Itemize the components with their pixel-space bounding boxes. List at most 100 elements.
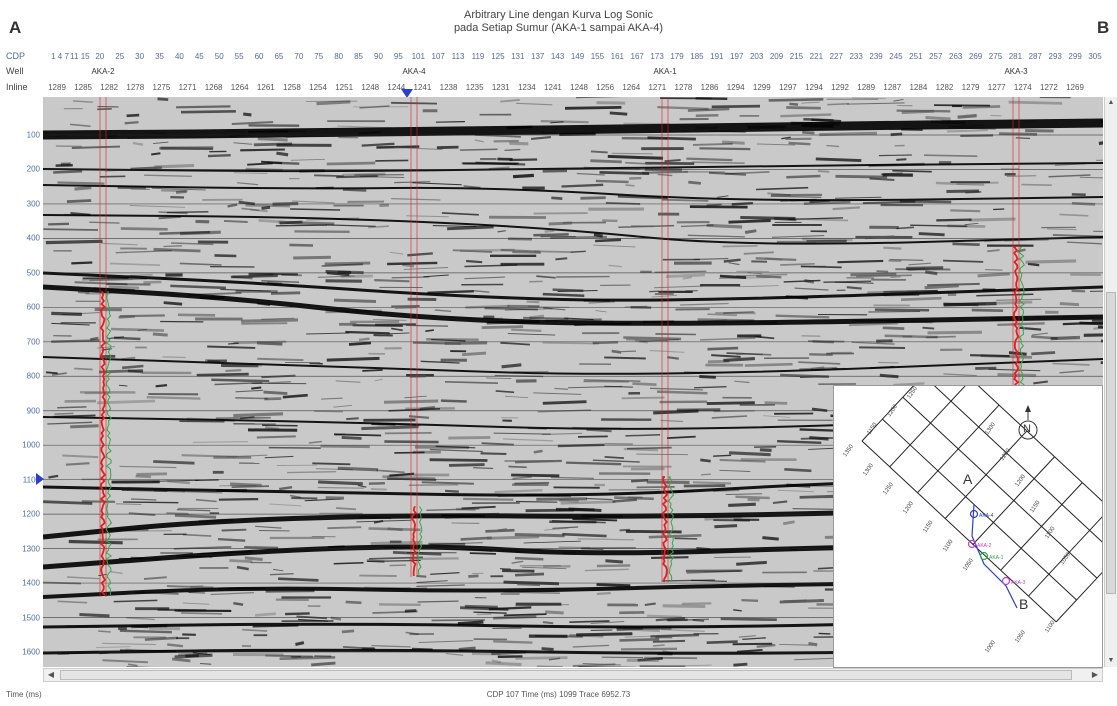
seismic-trace-segment: [119, 530, 172, 532]
seismic-trace-segment: [788, 141, 811, 146]
seismic-trace-segment: [661, 198, 709, 202]
cdp-value: 251: [909, 52, 923, 61]
seismic-trace-segment: [763, 415, 791, 418]
sonic-log-curve: [411, 506, 417, 577]
seismic-trace-segment: [462, 351, 487, 357]
seismic-trace-segment: [717, 195, 729, 198]
horizontal-scroll-thumb[interactable]: [60, 670, 1072, 680]
seismic-trace-segment: [276, 151, 289, 157]
seismic-trace-segment: [181, 491, 223, 494]
seismic-trace-segment: [649, 387, 703, 391]
seismic-trace-segment: [51, 322, 90, 326]
seismic-trace-segment: [511, 473, 560, 478]
seismic-trace-segment: [429, 458, 488, 462]
seismic-trace-segment: [485, 528, 515, 533]
basemap-inset[interactable]: AKA-4 AKA-2 AKA-1 AKA-3 A B N 1150 1200 1250 1…: [833, 385, 1103, 668]
seismic-trace-segment: [544, 229, 555, 233]
seismic-trace-segment: [656, 390, 708, 395]
seismic-trace-segment: [333, 561, 364, 565]
vertical-scrollbar[interactable]: ▲ ▼: [1104, 97, 1117, 667]
seismic-trace-segment: [1079, 176, 1103, 179]
seismic-trace-segment: [282, 393, 308, 399]
seismic-trace-segment: [1052, 362, 1090, 366]
seismic-trace-segment: [129, 205, 186, 208]
triangle-down-icon[interactable]: [401, 89, 413, 98]
seismic-trace-segment: [876, 270, 889, 273]
seismic-trace-segment: [491, 659, 502, 664]
seismic-trace-segment: [987, 249, 1000, 253]
seismic-trace-segment: [625, 184, 635, 187]
seismic-trace-segment: [320, 444, 370, 449]
seismic-trace-segment: [124, 120, 139, 125]
seismic-trace-segment: [336, 175, 378, 179]
seismic-trace-segment: [690, 579, 727, 583]
seismic-trace-segment: [403, 267, 449, 270]
seismic-trace-segment: [572, 518, 618, 522]
seismic-trace-segment: [115, 250, 172, 254]
seismic-trace-segment: [500, 99, 520, 103]
seismic-trace-segment: [57, 406, 87, 409]
seismic-trace-segment: [952, 242, 980, 247]
vertical-scroll-thumb[interactable]: [1106, 292, 1116, 594]
seismic-trace-segment: [1050, 335, 1081, 341]
seismic-trace-segment: [509, 141, 529, 146]
seismic-trace-segment: [45, 239, 103, 245]
cdp-value: 173: [650, 52, 664, 61]
seismic-trace-segment: [999, 132, 1038, 136]
horizontal-scrollbar[interactable]: ◀ ▶: [43, 668, 1103, 682]
seismic-trace-segment: [542, 400, 587, 405]
seismic-trace-segment: [109, 570, 123, 575]
seismic-trace-segment: [682, 276, 693, 280]
seismic-trace-segment: [946, 129, 988, 133]
seismic-trace-segment: [195, 498, 217, 503]
seismic-trace-segment: [580, 548, 604, 550]
seismic-trace-segment: [706, 401, 755, 406]
seismic-trace-segment: [985, 269, 1003, 271]
seismic-trace-segment: [619, 528, 631, 532]
seismic-trace-segment: [848, 322, 898, 327]
seismic-trace-segment: [728, 502, 756, 507]
scroll-left-icon[interactable]: ◀: [47, 670, 55, 679]
seismic-trace-segment: [712, 489, 740, 493]
seismic-trace-segment: [661, 628, 705, 632]
seismic-trace-segment: [285, 612, 310, 616]
basemap-grid-line: [977, 386, 1102, 502]
triangle-right-icon[interactable]: [36, 473, 44, 485]
seismic-trace-segment: [580, 196, 606, 200]
seismic-trace-segment: [588, 301, 616, 304]
seismic-trace-segment: [608, 264, 622, 268]
seismic-trace-segment: [132, 141, 144, 146]
inline-value: 1235: [465, 83, 484, 92]
seismic-trace-segment: [318, 480, 363, 486]
seismic-trace-segment: [279, 656, 336, 661]
seismic-trace-segment: [394, 451, 425, 454]
seismic-trace-segment: [434, 309, 452, 312]
seismic-trace-segment: [464, 604, 498, 609]
seismic-trace-segment: [162, 356, 186, 359]
scroll-down-icon[interactable]: ▼: [1107, 657, 1115, 664]
cdp-value: 221: [809, 52, 824, 61]
seismic-trace-segment: [408, 415, 430, 419]
seismic-trace-segment: [560, 500, 616, 505]
seismic-horizon: [43, 475, 1103, 497]
inline-value: 1238: [439, 83, 458, 92]
seismic-trace-segment: [382, 475, 436, 480]
seismic-trace-segment: [722, 244, 758, 248]
inline-value: 1294: [726, 83, 745, 92]
seismic-trace-segment: [62, 454, 99, 459]
seismic-trace-segment: [711, 415, 748, 419]
seismic-trace-segment: [689, 205, 748, 209]
seismic-trace-segment: [457, 620, 484, 626]
scroll-right-icon[interactable]: ▶: [1091, 670, 1099, 679]
cdp-value: 203: [749, 52, 764, 61]
status-axis-unit: Time (ms): [6, 690, 42, 699]
seismic-trace-segment: [333, 298, 377, 303]
seismic-trace-segment: [74, 186, 92, 191]
seismic-trace-segment: [1019, 326, 1042, 331]
inline-value: 1231: [491, 83, 510, 92]
cdp-value: 305: [1088, 52, 1102, 61]
seismic-trace-segment: [306, 332, 350, 335]
scroll-up-icon[interactable]: ▲: [1107, 99, 1115, 106]
cdp-value: 70: [294, 52, 304, 61]
seismic-trace-segment: [789, 102, 799, 106]
